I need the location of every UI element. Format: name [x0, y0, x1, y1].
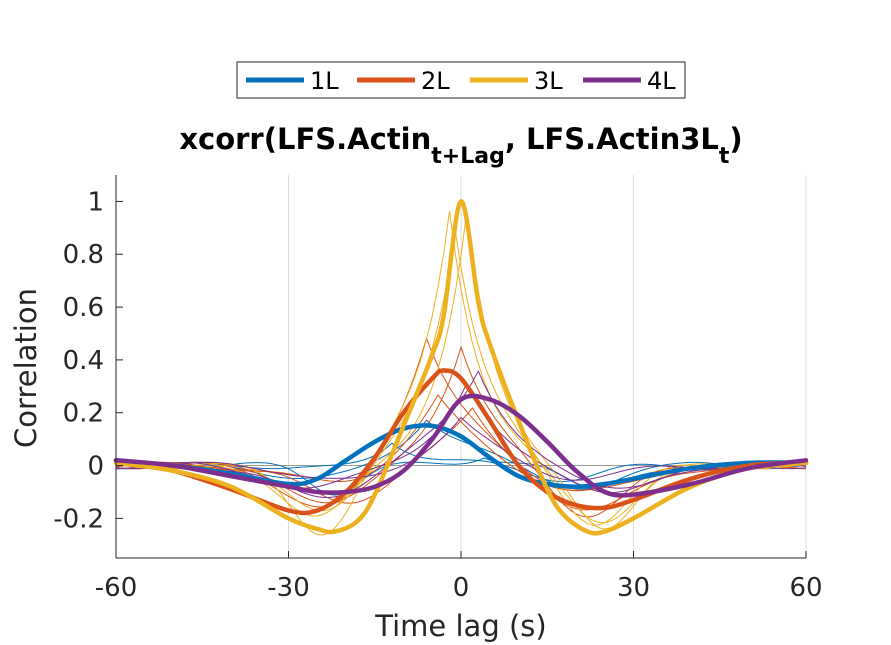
series-line-3L	[113, 199, 809, 536]
x-tick-label: 0	[453, 573, 470, 603]
title-suffix: )	[729, 122, 742, 156]
title-subscript-t: t	[719, 144, 730, 169]
legend-label-1L: 1L	[310, 67, 339, 95]
title-subscript-lag: t+Lag	[431, 144, 505, 169]
title-prefix: xcorr(LFS.Actin	[179, 122, 431, 156]
y-tick-label: 0.2	[63, 399, 104, 429]
chart-title: xcorr(LFS.Actint+Lag, LFS.Actin3Lt)	[179, 122, 742, 169]
x-tick-label: 60	[789, 573, 822, 603]
x-axis-label: Time lag (s)	[374, 609, 546, 643]
plot-area: -60 -30 0 30 60 -0.2 0 0.2 0.4 0.6 0.8 1	[53, 175, 823, 603]
series-line-2L	[113, 368, 809, 516]
individual-trace	[115, 211, 807, 536]
y-tick-label: 0.6	[63, 293, 104, 323]
y-tick-label: 1	[87, 187, 104, 217]
legend-label-3L: 3L	[534, 67, 563, 95]
individual-trace	[115, 382, 807, 494]
legend-label-2L: 2L	[421, 67, 450, 95]
title-middle: , LFS.Actin3L	[505, 122, 719, 156]
y-axis-label: Correlation	[9, 288, 43, 448]
series-line-4L	[113, 393, 809, 498]
y-tick-label: 0	[87, 452, 104, 482]
x-tick-label: -60	[95, 573, 137, 603]
x-tick-label: 30	[617, 573, 650, 603]
individual-trace	[115, 336, 807, 511]
x-tick-label: -30	[267, 573, 309, 603]
y-tick-label: -0.2	[53, 504, 104, 534]
series-line-1L	[113, 423, 809, 489]
legend: 1L 2L 3L 4L	[236, 61, 686, 99]
y-tick-label: 0.8	[63, 240, 104, 270]
legend-label-4L: 4L	[647, 67, 676, 95]
y-tick-label: 0.4	[63, 346, 104, 376]
